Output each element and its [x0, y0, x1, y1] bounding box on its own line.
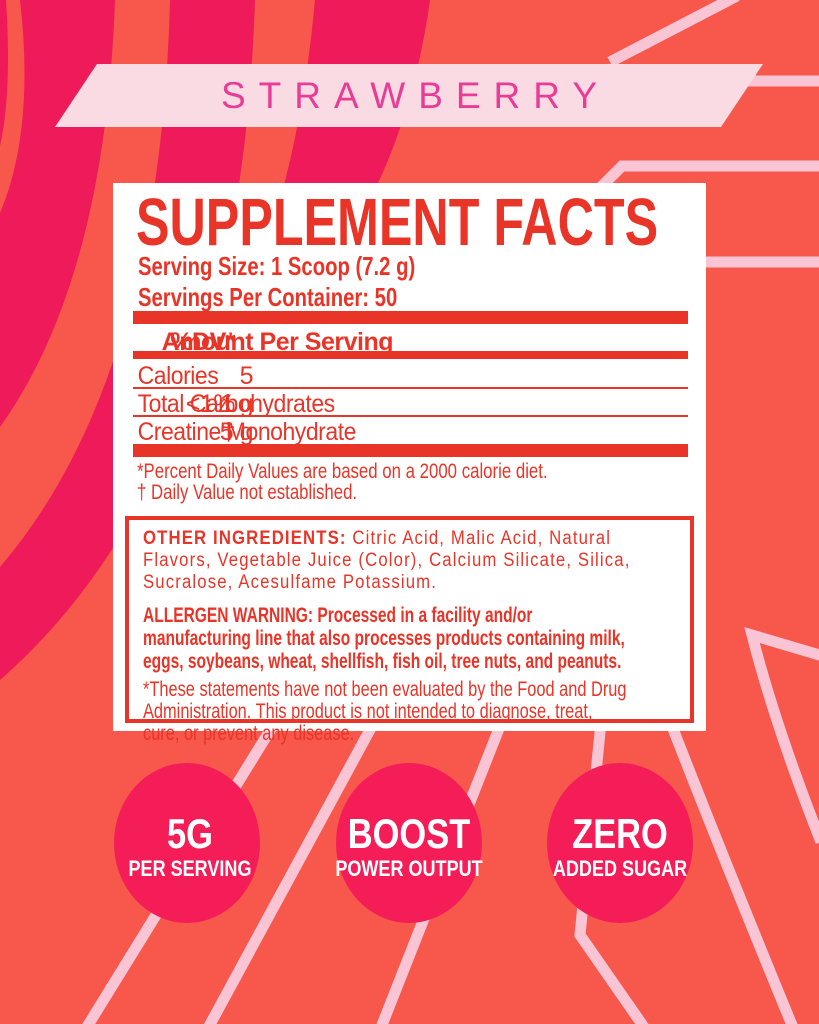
supplement-facts-panel: SUPPLEMENT FACTS Serving Size: 1 Scoop (…	[113, 183, 706, 745]
nutrient-name: Total Carbohydrates	[137, 390, 336, 418]
allergen-warning-line: ALLERGEN WARNING: Processed in a facilit…	[143, 604, 532, 627]
nutrient-amount: 5 g	[219, 418, 254, 446]
table-row: Calories 5	[133, 362, 688, 390]
badge-boost: BOOST POWER OUTPUT	[299, 813, 519, 880]
other-ingredients-line: OTHER INGREDIENTS: Citric Acid, Malic Ac…	[143, 528, 611, 550]
nutrient-amount: 5	[239, 362, 254, 390]
fda-disclaimer-line: cure, or prevent any disease.	[143, 722, 355, 745]
other-ingredients-text: Citric Acid, Malic Acid, Natural	[346, 528, 612, 549]
badge-5g: 5G PER SERVING	[80, 813, 300, 880]
ingredients-warning-box: OTHER INGREDIENTS: Citric Acid, Malic Ac…	[125, 516, 694, 745]
badge-value: ZERO	[572, 810, 668, 857]
diagonal-line	[203, 723, 377, 1024]
badge-zero: ZERO ADDED SUGAR	[510, 813, 730, 880]
ring-arc	[0, 0, 8, 146]
hook-curve-line	[744, 626, 819, 845]
divider-bar-thick	[133, 444, 688, 457]
row-divider	[133, 415, 688, 417]
long-curve-line	[662, 714, 798, 1024]
table-row: Total Carbohydrates 1 g <1%	[133, 390, 688, 418]
diagonal-line	[607, 0, 740, 67]
badge-label: ADDED SUGAR	[552, 856, 688, 881]
table-header-row: Amount Per Serving %DV*	[133, 328, 688, 356]
footnote-dv: *Percent Daily Values are based on a 200…	[137, 460, 548, 483]
servings-per-container: Servings Per Container: 50	[138, 282, 398, 312]
nutrient-name: Calories	[137, 362, 219, 390]
other-ingredients-label: OTHER INGREDIENTS:	[143, 528, 347, 549]
panel-title: SUPPLEMENT FACTS	[136, 185, 659, 260]
fda-disclaimer-line: *These statements have not been evaluate…	[143, 678, 627, 701]
badge-value: 5G	[167, 810, 213, 857]
badge-circle-2	[336, 763, 482, 923]
nutrient-dv: <1%	[185, 390, 236, 418]
nutrient-dv: †	[221, 418, 236, 446]
badge-circles	[114, 763, 693, 923]
allergen-warning-line: manufacturing line that also processes p…	[143, 627, 625, 650]
table-row: Creatine Monohydrate 5 g †	[133, 418, 688, 446]
fda-disclaimer-line: Administration. This product is not inte…	[143, 700, 593, 723]
badge-value: BOOST	[347, 810, 471, 857]
allergen-warning-line: eggs, soybeans, wheat, shellfish, fish o…	[143, 650, 622, 673]
allergen-warning-label: ALLERGEN WARNING:	[143, 604, 314, 627]
flavor-name: STRAWBERRY	[220, 74, 611, 116]
divider-bar-medium	[133, 351, 688, 359]
dv-header: %DV*	[170, 328, 235, 356]
badge-label: POWER OUTPUT	[335, 856, 483, 881]
allergen-warning-text: Processed in a facility and/or	[313, 604, 533, 627]
serving-size: Serving Size: 1 Scoop (7.2 g)	[138, 251, 416, 281]
divider-bar-thick	[133, 311, 688, 324]
nutrient-amount: 1 g	[219, 390, 254, 418]
badge-label: PER SERVING	[128, 856, 252, 881]
other-ingredients-line: Flavors, Vegetable Juice (Color), Calciu…	[143, 550, 631, 571]
flavor-banner: STRAWBERRY	[55, 64, 763, 127]
other-ingredients-line: Sucralose, Acesulfame Potassium.	[143, 572, 438, 593]
footnote-dagger: † Daily Value not established.	[137, 481, 358, 504]
row-divider	[133, 387, 688, 389]
badge-circle-3	[547, 763, 693, 923]
nutrient-name: Creatine Monohydrate	[137, 418, 357, 446]
amount-per-serving-header: Amount Per Serving	[161, 328, 394, 356]
badge-circle-1	[114, 763, 260, 923]
